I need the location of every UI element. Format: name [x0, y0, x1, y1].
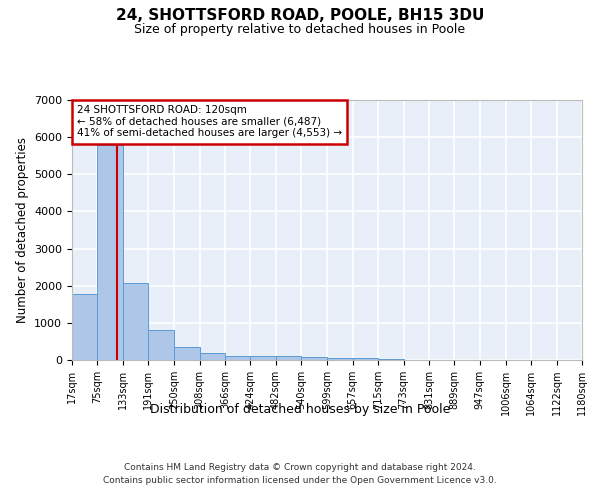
- Bar: [148, 330, 174, 360]
- Bar: [327, 358, 353, 360]
- Bar: [353, 358, 378, 360]
- Bar: [200, 353, 225, 360]
- Bar: [378, 358, 404, 360]
- Text: Distribution of detached houses by size in Poole: Distribution of detached houses by size …: [150, 402, 450, 415]
- Y-axis label: Number of detached properties: Number of detached properties: [16, 137, 29, 323]
- Bar: [250, 356, 276, 360]
- Text: Contains public sector information licensed under the Open Government Licence v3: Contains public sector information licen…: [103, 476, 497, 485]
- Bar: [123, 284, 148, 360]
- Text: Size of property relative to detached houses in Poole: Size of property relative to detached ho…: [134, 22, 466, 36]
- Bar: [276, 356, 301, 360]
- Bar: [301, 357, 327, 360]
- Text: Contains HM Land Registry data © Crown copyright and database right 2024.: Contains HM Land Registry data © Crown c…: [124, 462, 476, 471]
- Bar: [97, 146, 123, 360]
- Bar: [174, 348, 200, 360]
- Bar: [72, 294, 97, 360]
- Text: 24, SHOTTSFORD ROAD, POOLE, BH15 3DU: 24, SHOTTSFORD ROAD, POOLE, BH15 3DU: [116, 8, 484, 22]
- Text: 24 SHOTTSFORD ROAD: 120sqm
← 58% of detached houses are smaller (6,487)
41% of s: 24 SHOTTSFORD ROAD: 120sqm ← 58% of deta…: [77, 105, 342, 138]
- Bar: [225, 356, 250, 360]
